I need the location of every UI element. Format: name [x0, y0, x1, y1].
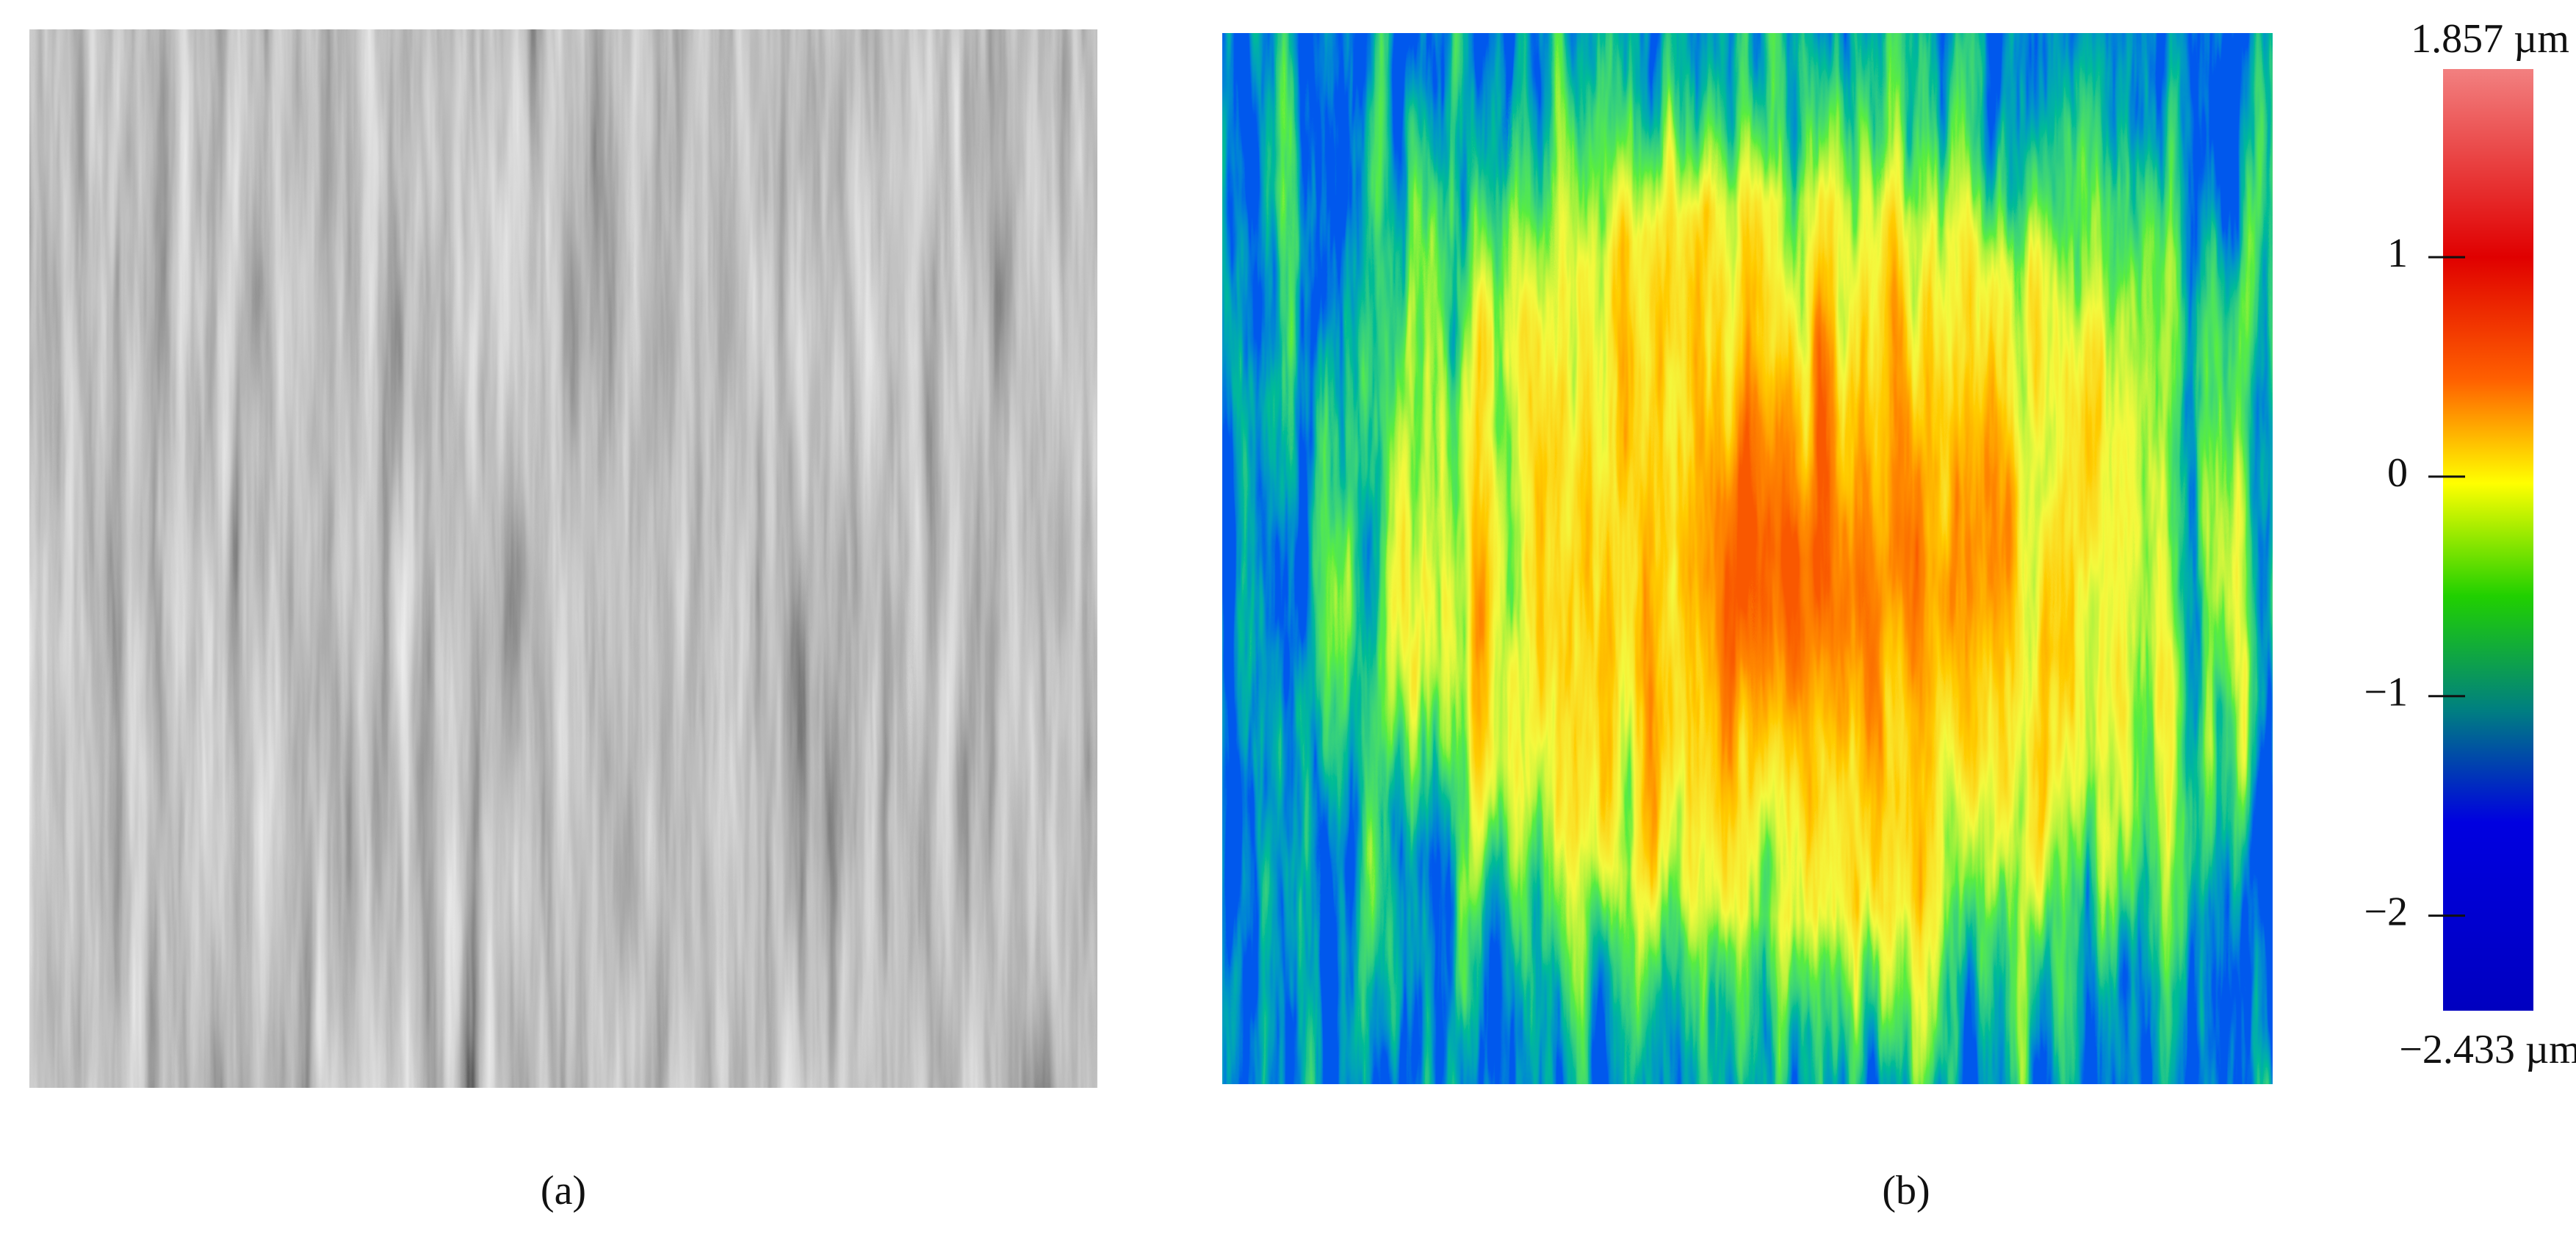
colorbar-max-label: 1.857 µm [2411, 16, 2569, 62]
tick-label: −2 [2364, 889, 2408, 934]
panel-a-image [29, 29, 1097, 1088]
panel-label: (b) [1882, 1168, 1930, 1213]
colorbar [2443, 69, 2533, 1011]
tick-label: −1 [2364, 670, 2408, 715]
panel-b-image [1222, 33, 2273, 1084]
colorbar-min-label: −2.433 µm [2399, 1027, 2576, 1072]
tick-label: 1 [2387, 231, 2408, 276]
colorbar-ticks: 1.857 µm 1 0 −1 −2 −2.433 µm [2364, 16, 2576, 1072]
tick-label: 0 [2387, 450, 2408, 496]
panel-label: (a) [541, 1168, 586, 1213]
